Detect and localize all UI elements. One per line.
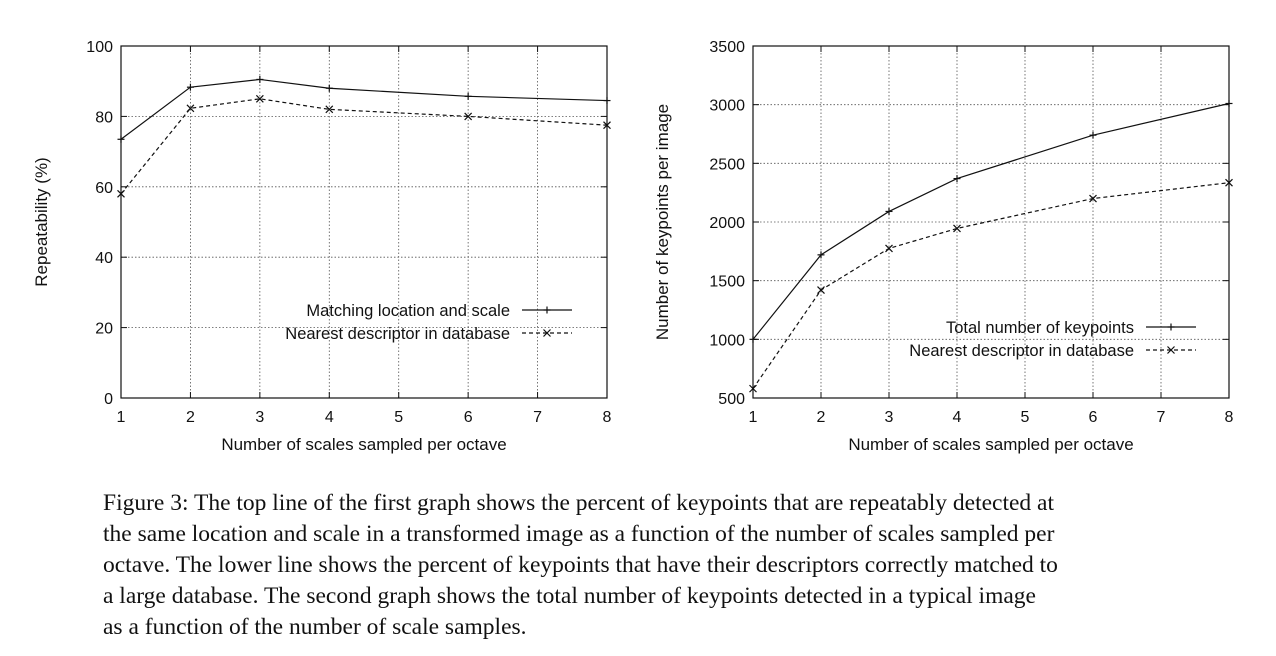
x-tick-label: 8 [603, 409, 612, 426]
y-tick-label: 80 [95, 109, 113, 126]
y-tick-label: 500 [718, 391, 745, 408]
data-point-cross [749, 384, 757, 393]
data-point-cross [1089, 194, 1097, 203]
repeatability-chart: 0 20 40 60 80 100 1 2 3 4 5 6 7 8 Number of scales sam… [32, 39, 612, 454]
data-point-cross [543, 329, 551, 337]
caption-line: the same location and scale in a transfo… [103, 521, 1055, 547]
x-tick-label: 4 [953, 409, 962, 426]
y-tick-label: 1000 [709, 332, 745, 349]
data-point-cross [255, 94, 264, 103]
data-point-cross [1167, 346, 1175, 354]
legend-label: Nearest descriptor in database [285, 325, 510, 343]
y-tick-label: 60 [95, 180, 113, 197]
y-tick-label: 1500 [709, 274, 745, 291]
caption-line: a large database. The second graph shows… [103, 583, 1036, 609]
caption-line: octave. The lower line shows the percent… [103, 552, 1058, 578]
figure-caption: Figure 3: The top line of the first grap… [103, 488, 1203, 643]
series-line-1 [752, 102, 1230, 340]
y-tick-label: 3000 [709, 98, 745, 115]
x-axis-label: Number of scales sampled per octave [221, 435, 506, 454]
legend-label: Matching location and scale [306, 302, 510, 320]
y-axis-label: Number of keypoints per image [653, 104, 672, 340]
series-markers-1 [749, 99, 1233, 343]
y-tick-label: 40 [95, 250, 113, 267]
data-point-cross [464, 112, 473, 121]
data-point-cross [817, 286, 825, 294]
series-markers-1 [117, 75, 611, 143]
x-tick-label: 2 [186, 409, 195, 426]
data-point-cross [885, 244, 893, 253]
x-tick-label: 5 [394, 409, 403, 426]
x-tick-label: 1 [117, 409, 126, 426]
x-tick-label: 3 [255, 409, 264, 426]
data-point-cross [186, 104, 195, 113]
x-tick-label: 7 [533, 409, 542, 426]
x-tick-label: 6 [1089, 409, 1098, 426]
y-tick-label: 2500 [709, 156, 745, 173]
legend-label: Total number of keypoints [946, 319, 1134, 337]
x-tick-label: 6 [464, 409, 473, 426]
series-markers-2 [117, 94, 611, 198]
x-tick-label: 5 [1021, 409, 1030, 426]
data-point-cross [953, 224, 961, 233]
x-axis-label: Number of scales sampled per octave [848, 435, 1133, 454]
plot-frame [120, 45, 608, 399]
y-tick-label: 100 [86, 39, 113, 56]
x-tick-label: 4 [325, 409, 334, 426]
y-axis-label: Repeatability (%) [32, 157, 51, 286]
data-point-cross [603, 121, 611, 130]
x-tick-label: 1 [749, 409, 758, 426]
figure-charts: 0 20 40 60 80 100 1 2 3 4 5 6 7 8 Number of scales sam… [32, 39, 1234, 454]
x-tick-label: 2 [817, 409, 826, 426]
series-line-1 [120, 78, 608, 140]
caption-line: as a function of the number of scale sam… [103, 614, 527, 640]
y-tick-label: 2000 [709, 215, 745, 232]
series-line-2 [120, 98, 608, 195]
y-tick-label: 0 [104, 391, 113, 408]
x-tick-label: 3 [885, 409, 894, 426]
x-tick-label: 8 [1225, 409, 1234, 426]
series-line-2 [752, 182, 1230, 389]
data-point-cross [325, 105, 334, 114]
series-markers-2 [749, 178, 1233, 393]
legend-label: Nearest descriptor in database [909, 342, 1134, 360]
data-point-cross [1225, 178, 1233, 187]
caption-line: Figure 3: The top line of the first grap… [103, 490, 1055, 516]
y-tick-label: 20 [95, 321, 113, 338]
x-tick-label: 7 [1157, 409, 1166, 426]
y-tick-label: 3500 [709, 39, 745, 56]
data-point-cross [117, 189, 125, 198]
keypoints-chart: 500 1000 1500 2000 2500 3000 3500 1 2 3 4 5 6 7 8 Numbe… [653, 39, 1234, 454]
